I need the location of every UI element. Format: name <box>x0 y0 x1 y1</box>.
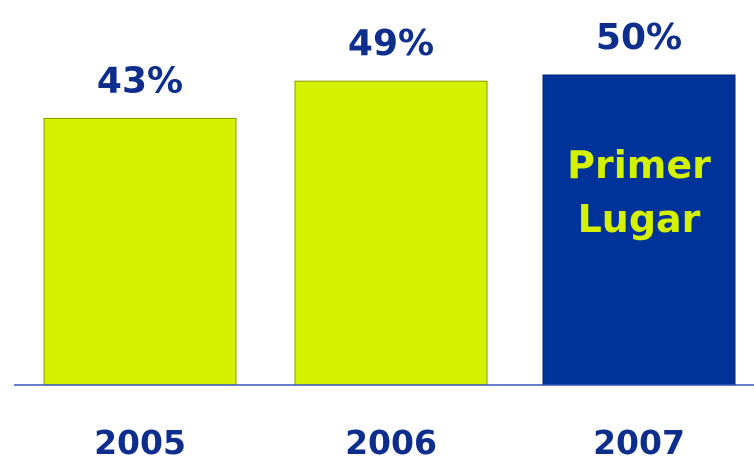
category-label-2005: 2005 <box>94 423 186 458</box>
value-label-2005: 43% <box>97 60 183 101</box>
category-label-2007: 2007 <box>593 423 685 458</box>
bar-2007 <box>542 74 736 386</box>
bar-2006 <box>294 80 488 386</box>
value-label-2007: 50% <box>596 17 682 58</box>
annotation-line-2: Lugar <box>578 197 701 241</box>
category-label-2006: 2006 <box>345 423 437 458</box>
bars-group <box>43 74 736 386</box>
annotation-line-1: Primer <box>567 143 711 187</box>
value-label-2006: 49% <box>348 23 434 64</box>
value-labels-group: 43% 49% 50% <box>97 17 682 101</box>
category-labels-group: 2005 2006 2007 <box>94 423 685 458</box>
bar-2005 <box>43 117 237 386</box>
